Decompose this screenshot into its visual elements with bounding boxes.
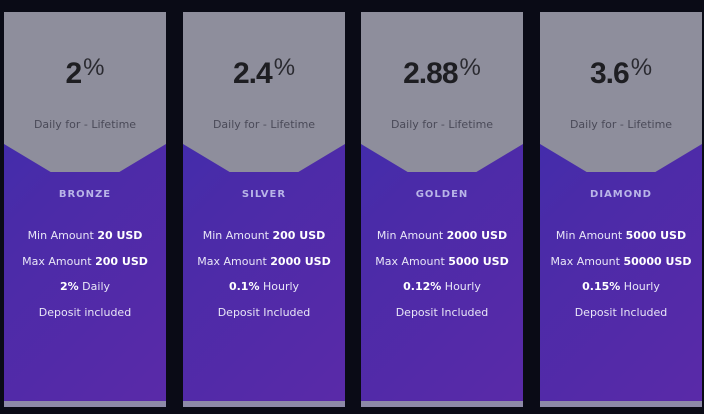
plan-name: DIAMOND: [590, 189, 652, 200]
deposit-note: Deposit Included: [395, 306, 489, 319]
profit-value: 0.12%: [403, 280, 442, 293]
plan-name: GOLDEN: [415, 189, 469, 200]
rate-value: 3.6: [589, 57, 630, 90]
max-amount: Max Amount 5000 USD: [361, 255, 523, 268]
plan-rate: 2%: [4, 44, 166, 104]
profit-rate: 2% Daily: [4, 280, 166, 293]
max-amount-label: Max Amount: [197, 255, 267, 268]
plan-card-silver[interactable]: 2.4% Daily for - Lifetime SILVER Min Amo…: [183, 12, 345, 407]
profit-rate: 0.15% Hourly: [540, 280, 702, 293]
max-amount-value: 50000 USD: [623, 255, 692, 268]
percent-sign: %: [630, 54, 653, 81]
max-amount-label: Max Amount: [375, 255, 445, 268]
percent-sign: %: [459, 54, 481, 81]
max-amount-value: 200 USD: [95, 255, 148, 268]
max-amount-value: 2000 USD: [270, 255, 331, 268]
card-bottom-strip: [183, 401, 345, 407]
min-amount: Min Amount 2000 USD: [361, 229, 523, 242]
min-amount-label: Min Amount: [27, 229, 94, 242]
card-bottom-strip: [540, 401, 702, 407]
profit-unit: Daily: [82, 280, 111, 293]
rate-value: 2.88: [403, 57, 458, 90]
min-amount: Min Amount 20 USD: [4, 229, 166, 242]
rate-period: Daily for - Lifetime: [33, 118, 137, 131]
rate-period: Daily for - Lifetime: [569, 118, 673, 131]
profit-value: 2%: [59, 280, 79, 293]
card-bottom-strip: [361, 401, 523, 407]
plan-rate: 2.88%: [361, 44, 523, 104]
rate-period: Daily for - Lifetime: [212, 118, 316, 131]
plan-card-bronze[interactable]: 2% Daily for - Lifetime BRONZE Min Amoun…: [4, 12, 166, 407]
profit-unit: Hourly: [444, 280, 481, 293]
plan-name: SILVER: [241, 189, 287, 200]
profit-rate: 0.1% Hourly: [183, 280, 345, 293]
min-amount-value: 200 USD: [272, 229, 326, 242]
min-amount-value: 20 USD: [97, 229, 143, 242]
plan-card-golden[interactable]: 2.88% Daily for - Lifetime GOLDEN Min Am…: [361, 12, 523, 407]
rate-value: 2: [65, 57, 82, 90]
deposit-note: Deposit Included: [574, 306, 668, 319]
percent-sign: %: [273, 54, 296, 81]
min-amount-label: Min Amount: [202, 229, 269, 242]
plan-card-diamond[interactable]: 3.6% Daily for - Lifetime DIAMOND Min Am…: [540, 12, 702, 407]
profit-rate: 0.12% Hourly: [361, 280, 523, 293]
card-bottom-strip: [4, 401, 166, 407]
plan-rate: 3.6%: [540, 44, 702, 104]
min-amount-value: 2000 USD: [446, 229, 508, 242]
profit-value: 0.15%: [582, 280, 621, 293]
max-amount-label: Max Amount: [22, 255, 92, 268]
min-amount: Min Amount 200 USD: [183, 229, 345, 242]
max-amount: Max Amount 2000 USD: [183, 255, 345, 268]
min-amount-label: Min Amount: [555, 229, 623, 242]
percent-sign: %: [83, 54, 105, 81]
card-header: [361, 12, 523, 172]
max-amount: Max Amount 50000 USD: [540, 255, 702, 268]
min-amount-value: 5000 USD: [625, 229, 687, 242]
card-header: [540, 12, 702, 172]
deposit-note: Deposit Included: [217, 306, 311, 319]
plan-name: BRONZE: [58, 189, 112, 200]
max-amount-value: 5000 USD: [448, 255, 509, 268]
plan-rate: 2.4%: [183, 44, 345, 104]
rate-period: Daily for - Lifetime: [390, 118, 494, 131]
min-amount: Min Amount 5000 USD: [540, 229, 702, 242]
profit-value: 0.1%: [228, 280, 260, 293]
deposit-note: Deposit included: [38, 306, 132, 319]
card-header: [4, 12, 166, 172]
profit-unit: Hourly: [262, 280, 300, 293]
max-amount: Max Amount 200 USD: [4, 255, 166, 268]
rate-value: 2.4: [232, 57, 273, 90]
card-header: [183, 12, 345, 172]
max-amount-label: Max Amount: [550, 255, 620, 268]
min-amount-label: Min Amount: [376, 229, 444, 242]
profit-unit: Hourly: [623, 280, 660, 293]
